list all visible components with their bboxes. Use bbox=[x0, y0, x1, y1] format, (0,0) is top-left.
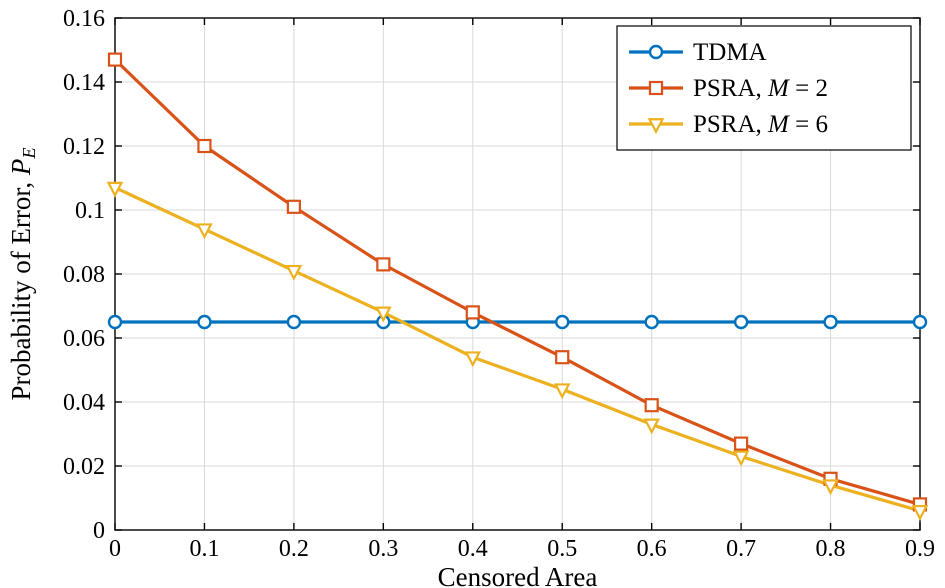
error-probability-chart: 0 0.1 0.2 0.3 0.4 0.5 0.6 0.7 0.8 0.9 0 0.02 0.04 0.0… bbox=[0, 0, 945, 588]
svg-text:Censored Area: Censored Area bbox=[438, 562, 598, 588]
svg-text:PSRA, M = 6: PSRA, M = 6 bbox=[693, 111, 828, 138]
svg-text:Probability of Error, PE: Probability of Error, PE bbox=[6, 147, 39, 400]
svg-text:0.14: 0.14 bbox=[63, 70, 105, 96]
svg-text:0.16: 0.16 bbox=[63, 6, 105, 32]
svg-text:0: 0 bbox=[109, 536, 121, 562]
svg-text:TDMA: TDMA bbox=[693, 39, 767, 66]
svg-text:0.9: 0.9 bbox=[905, 536, 935, 562]
svg-text:0.1: 0.1 bbox=[189, 536, 219, 562]
svg-text:0.1: 0.1 bbox=[75, 198, 105, 224]
svg-text:0.02: 0.02 bbox=[63, 454, 105, 480]
svg-text:0.6: 0.6 bbox=[637, 536, 667, 562]
svg-text:0.2: 0.2 bbox=[279, 536, 309, 562]
svg-text:0.3: 0.3 bbox=[368, 536, 398, 562]
chart-svg: 0 0.1 0.2 0.3 0.4 0.5 0.6 0.7 0.8 0.9 0 0.02 0.04 0.0… bbox=[0, 0, 945, 588]
svg-text:PSRA, M = 2: PSRA, M = 2 bbox=[693, 75, 828, 102]
svg-text:0.5: 0.5 bbox=[547, 536, 577, 562]
svg-text:0.4: 0.4 bbox=[458, 536, 488, 562]
svg-text:0.06: 0.06 bbox=[63, 326, 105, 352]
svg-text:0.08: 0.08 bbox=[63, 262, 105, 288]
svg-text:0.8: 0.8 bbox=[816, 536, 846, 562]
svg-text:0.04: 0.04 bbox=[63, 390, 105, 416]
svg-text:0.7: 0.7 bbox=[726, 536, 756, 562]
svg-text:0.12: 0.12 bbox=[63, 134, 105, 160]
svg-text:0: 0 bbox=[93, 518, 105, 544]
